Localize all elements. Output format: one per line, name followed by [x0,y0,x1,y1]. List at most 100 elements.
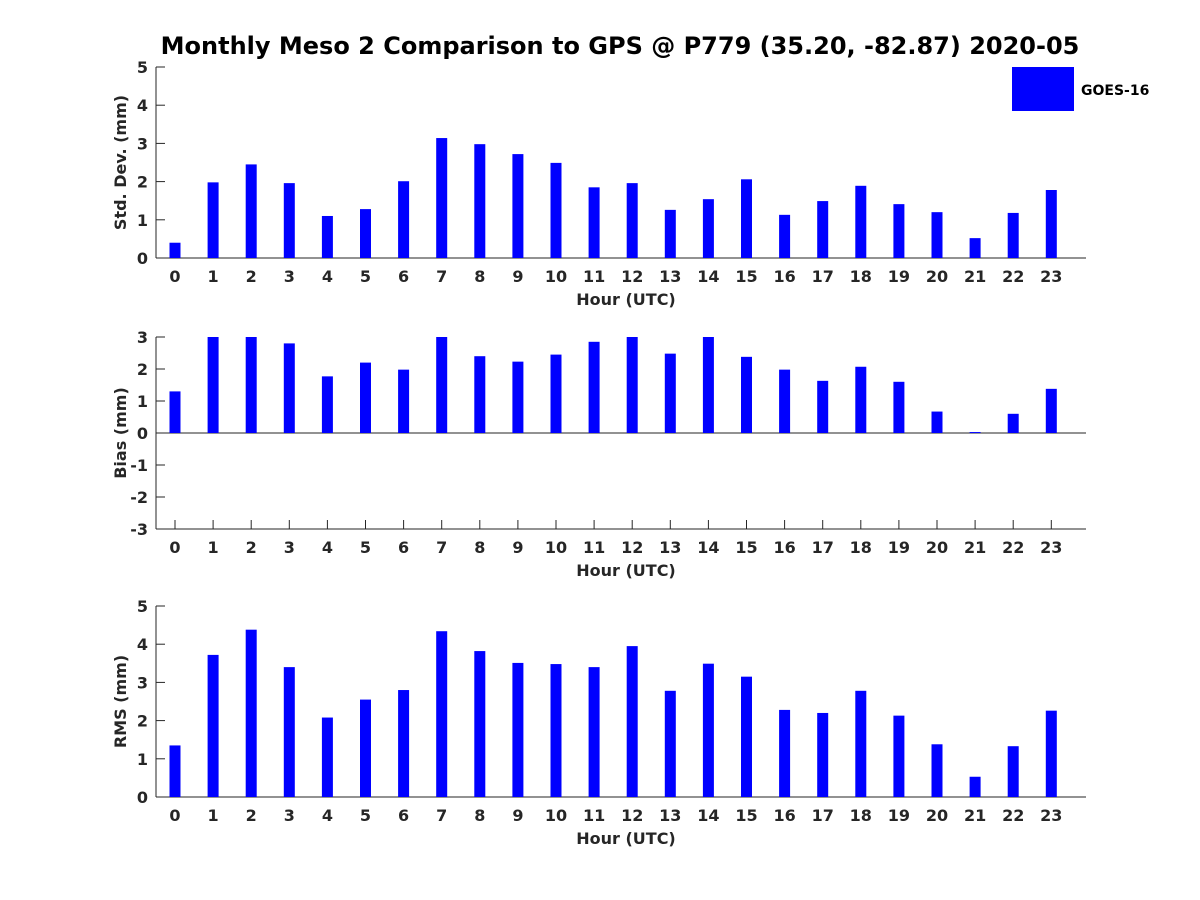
bar [207,337,219,433]
bar [969,238,981,258]
x-tick-label: 23 [1040,267,1062,286]
legend: GOES-16 [1012,67,1149,111]
bar [588,667,600,797]
x-tick-label: 10 [545,267,567,286]
y-tick-label: -3 [130,520,148,539]
bar [169,391,181,433]
x-tick-label: 18 [850,806,872,825]
bar [588,187,600,258]
x-tick-label: 13 [659,267,681,286]
x-tick-label: 20 [926,806,948,825]
x-tick-label: 7 [436,806,447,825]
x-tick-label: 0 [169,806,180,825]
x-tick-label: 13 [659,538,681,557]
y-tick-label: 0 [137,249,148,268]
x-tick-label: 22 [1002,267,1024,286]
x-tick-label: 20 [926,267,948,286]
x-tick-label: 1 [208,806,219,825]
x-tick-label: 15 [735,538,757,557]
x-tick-label: 5 [360,267,371,286]
bar [779,709,791,797]
x-tick-label: 7 [436,267,447,286]
x-tick-label: 1 [208,538,219,557]
bar [169,242,181,258]
x-tick-label: 2 [246,806,257,825]
bar [626,183,638,258]
x-tick-label: 6 [398,538,409,557]
y-tick-label: 0 [137,424,148,443]
bar [664,690,676,797]
x-tick-label: 5 [360,806,371,825]
x-tick-label: 11 [583,267,605,286]
bar [436,631,448,797]
bar [436,337,448,433]
bar [588,341,600,433]
y-axis-label: Std. Dev. (mm) [111,95,130,230]
bar [741,356,752,433]
bar [817,712,829,797]
x-axis-label: Hour (UTC) [576,829,676,848]
x-tick-label: 17 [812,806,834,825]
bar [1045,388,1057,433]
y-axis-label: Bias (mm) [111,387,130,479]
y-tick-label: 1 [137,392,148,411]
y-tick-label: 3 [137,134,148,153]
x-tick-label: 23 [1040,538,1062,557]
x-tick-label: 6 [398,806,409,825]
bar [398,181,410,258]
x-tick-label: 1 [208,267,219,286]
x-tick-label: 21 [964,267,986,286]
bar [702,337,714,433]
x-tick-label: 9 [512,806,523,825]
x-tick-label: 18 [850,538,872,557]
x-tick-label: 12 [621,267,643,286]
y-tick-label: 1 [137,750,148,769]
bar [931,411,943,433]
y-tick-label: 4 [137,96,148,115]
x-tick-label: 2 [246,267,257,286]
bar [969,776,981,797]
x-tick-label: 9 [512,267,523,286]
x-tick-label: 7 [436,538,447,557]
bar [817,201,829,258]
bar [664,353,676,433]
x-axis-label: Hour (UTC) [576,290,676,309]
bar [1007,212,1019,258]
bar [779,369,791,433]
x-tick-label: 3 [284,538,295,557]
bar [931,744,943,797]
x-axis-label: Hour (UTC) [576,561,676,580]
bar [283,667,295,797]
x-tick-label: 8 [474,538,485,557]
x-tick-label: 3 [284,806,295,825]
bar [321,717,333,797]
x-tick-label: 16 [773,267,795,286]
x-tick-label: 4 [322,267,333,286]
bar [1045,190,1057,258]
x-tick-label: 11 [583,806,605,825]
x-tick-label: 0 [169,267,180,286]
x-tick-label: 18 [850,267,872,286]
bar [360,362,371,433]
bar [1045,710,1057,797]
bar [550,162,562,258]
y-tick-label: 3 [137,328,148,347]
bar [321,215,333,258]
x-tick-label: 12 [621,538,643,557]
bar [702,199,714,258]
x-tick-label: 21 [964,806,986,825]
x-tick-label: 17 [812,538,834,557]
x-tick-label: 22 [1002,806,1024,825]
y-tick-label: 0 [137,788,148,807]
bar [1007,746,1019,797]
bar [855,185,867,258]
bar [664,209,676,258]
bar [245,337,257,433]
x-tick-label: 15 [735,267,757,286]
x-tick-label: 5 [360,538,371,557]
bar [893,381,905,433]
x-tick-label: 20 [926,538,948,557]
